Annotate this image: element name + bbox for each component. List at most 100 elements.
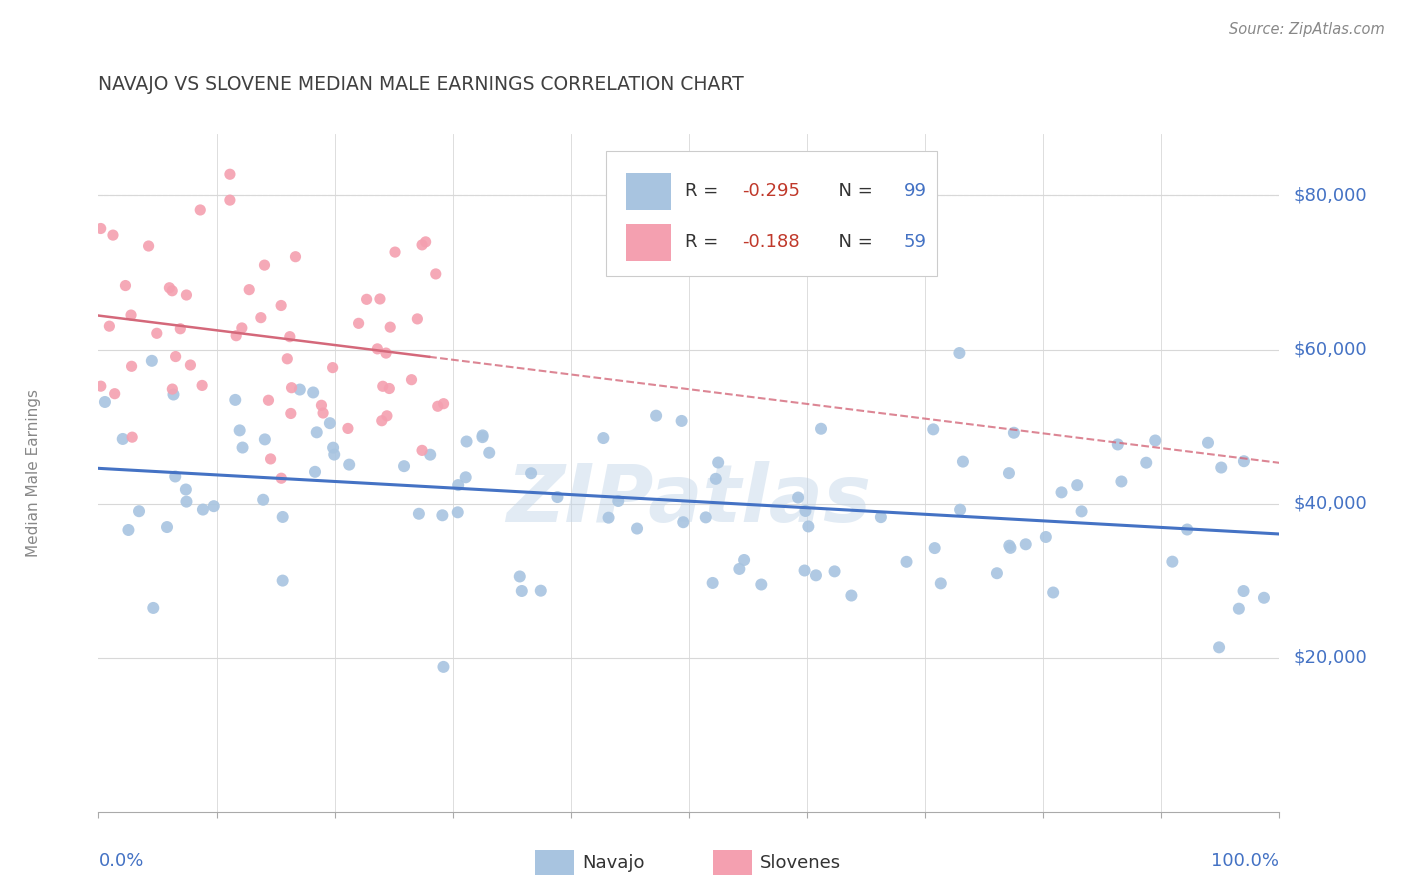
Point xyxy=(471,428,494,442)
Point xyxy=(156,520,179,534)
Point xyxy=(411,238,433,252)
Point xyxy=(929,576,952,591)
Point xyxy=(337,458,360,472)
Point xyxy=(671,414,693,428)
Point xyxy=(191,502,214,516)
Point xyxy=(225,328,247,343)
Point xyxy=(157,281,180,295)
Point xyxy=(1002,425,1025,440)
Point xyxy=(471,430,494,444)
Point xyxy=(141,354,163,368)
Point xyxy=(90,221,112,235)
Point xyxy=(478,446,501,460)
Point xyxy=(1197,435,1219,450)
Point xyxy=(120,308,142,322)
Text: R =: R = xyxy=(685,234,724,252)
Point xyxy=(728,562,751,576)
Point xyxy=(305,425,328,440)
Point xyxy=(356,293,378,307)
Point xyxy=(259,451,281,466)
Point xyxy=(94,395,117,409)
Text: 99: 99 xyxy=(904,183,927,201)
Point xyxy=(546,490,568,504)
Point xyxy=(419,448,441,462)
Text: Navajo: Navajo xyxy=(582,854,645,871)
Point xyxy=(1050,485,1073,500)
Point xyxy=(121,430,143,444)
Point xyxy=(128,504,150,518)
Point xyxy=(146,326,169,341)
Point xyxy=(1111,475,1133,489)
Point xyxy=(174,483,197,497)
Point xyxy=(949,502,972,516)
Point xyxy=(378,382,401,396)
Point xyxy=(645,409,668,423)
Point xyxy=(1253,591,1275,605)
Point xyxy=(447,478,470,492)
Point xyxy=(231,321,253,335)
Text: -0.188: -0.188 xyxy=(742,234,800,252)
Point xyxy=(426,399,449,413)
Point xyxy=(257,393,280,408)
Point xyxy=(896,555,918,569)
Point xyxy=(922,422,945,436)
Point xyxy=(454,470,477,484)
Point xyxy=(598,510,620,524)
Point xyxy=(188,202,211,217)
Point xyxy=(302,385,325,400)
Point xyxy=(841,589,863,603)
Point xyxy=(280,407,302,421)
Bar xyxy=(626,224,671,261)
Point xyxy=(380,320,402,334)
Point xyxy=(270,298,292,312)
Point xyxy=(592,431,614,445)
Point xyxy=(530,583,553,598)
Point xyxy=(607,494,630,508)
Point xyxy=(1161,555,1184,569)
Point xyxy=(998,539,1021,553)
Point xyxy=(111,432,134,446)
Point xyxy=(138,239,160,253)
Text: N =: N = xyxy=(827,183,879,201)
Point xyxy=(304,465,326,479)
Point xyxy=(702,576,724,591)
Point xyxy=(392,459,415,474)
Point xyxy=(368,292,391,306)
Point xyxy=(114,278,136,293)
Point xyxy=(271,510,294,524)
Point xyxy=(371,379,394,393)
Point xyxy=(252,492,274,507)
Point xyxy=(224,392,246,407)
Point xyxy=(456,434,478,449)
Point xyxy=(90,379,112,393)
Text: N =: N = xyxy=(827,234,879,252)
Point xyxy=(165,350,187,364)
Text: NAVAJO VS SLOVENE MEDIAN MALE EARNINGS CORRELATION CHART: NAVAJO VS SLOVENE MEDIAN MALE EARNINGS C… xyxy=(98,75,744,94)
Point xyxy=(1015,537,1038,551)
Point xyxy=(311,398,333,412)
Point xyxy=(704,472,727,486)
Point xyxy=(794,504,817,518)
Point xyxy=(870,510,893,524)
Point xyxy=(797,519,820,533)
Point xyxy=(1035,530,1057,544)
Point xyxy=(366,342,388,356)
Text: 0.0%: 0.0% xyxy=(98,853,143,871)
Point xyxy=(219,167,242,181)
Point xyxy=(787,491,810,505)
Point xyxy=(810,422,832,436)
Point xyxy=(202,499,225,513)
Point xyxy=(336,421,359,435)
Point xyxy=(998,466,1021,480)
Text: 59: 59 xyxy=(904,234,927,252)
Bar xyxy=(536,850,575,875)
Point xyxy=(162,387,184,401)
Point xyxy=(1175,523,1198,537)
Point xyxy=(176,494,198,508)
Point xyxy=(176,288,198,302)
Point xyxy=(322,360,344,375)
Point xyxy=(271,574,294,588)
Point xyxy=(284,250,307,264)
Text: $20,000: $20,000 xyxy=(1294,648,1368,666)
Point xyxy=(117,523,139,537)
